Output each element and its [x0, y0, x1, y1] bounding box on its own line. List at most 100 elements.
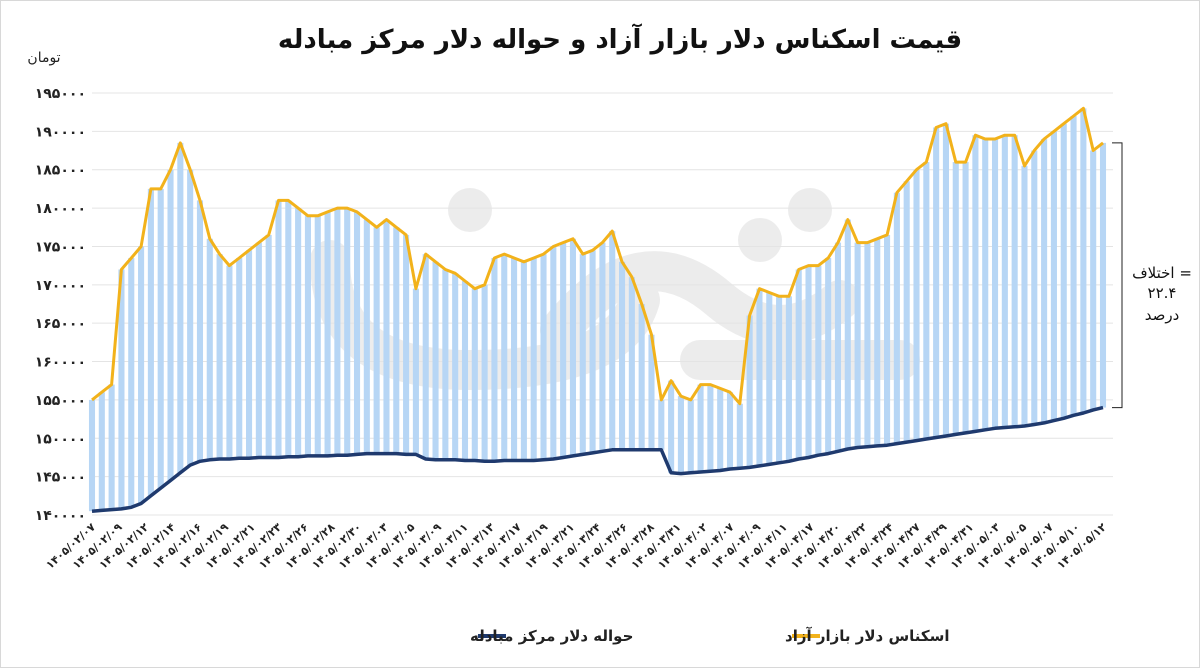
difference-bar	[363, 219, 370, 454]
difference-bar	[893, 192, 900, 444]
difference-bar	[98, 392, 105, 511]
difference-bar	[560, 242, 567, 458]
difference-bar	[511, 257, 518, 461]
difference-bar	[206, 238, 213, 460]
difference-bar	[285, 200, 292, 457]
y-axis-unit: تومان	[27, 50, 60, 66]
difference-bar	[373, 227, 380, 454]
difference-bar	[628, 277, 635, 450]
difference-bar	[491, 257, 498, 462]
difference-bar	[334, 208, 341, 456]
legend: اسکناس دلار بازار آزاد حواله دلار مرکز م…	[470, 627, 950, 645]
difference-bar	[599, 242, 606, 452]
difference-bar	[638, 304, 645, 450]
difference-bar	[255, 242, 262, 458]
difference-bar	[442, 269, 449, 460]
difference-bar	[383, 219, 390, 454]
difference-bar	[795, 269, 802, 459]
difference-bar	[668, 380, 675, 473]
difference-bar	[785, 296, 792, 462]
difference-bar	[697, 384, 704, 473]
difference-bar	[815, 265, 822, 456]
difference-label-3: درصد	[1145, 306, 1180, 324]
bars	[88, 108, 1107, 512]
difference-bar	[874, 238, 881, 446]
difference-bar	[609, 231, 616, 450]
difference-bar	[157, 188, 164, 489]
difference-bar	[913, 169, 920, 441]
difference-bar	[776, 296, 783, 463]
difference-bar	[717, 388, 724, 471]
difference-bar	[88, 399, 96, 512]
difference-bar	[501, 254, 508, 461]
difference-bar	[118, 269, 125, 509]
y-tick-label: ۱۴۰۰۰۰	[35, 508, 86, 524]
difference-bar	[540, 254, 547, 460]
difference-bar	[412, 288, 419, 455]
chart-title: قیمت اسکناس دلار بازار آزاد و حواله دلار…	[278, 23, 962, 55]
difference-bar	[314, 215, 321, 456]
difference-bar	[265, 234, 272, 458]
difference-bar	[677, 396, 684, 474]
difference-bar	[246, 250, 253, 459]
series-lines	[91, 106, 1104, 513]
difference-bar	[304, 215, 311, 456]
difference-bar	[756, 288, 763, 466]
difference-bar	[1080, 108, 1087, 413]
series-line-exchange-center	[91, 405, 1104, 513]
y-tick-label: ۱۶۰۰۰۰	[35, 355, 86, 371]
difference-bar	[707, 384, 714, 472]
difference-bar	[1060, 123, 1067, 419]
y-tick-label: ۱۴۵۰۰۰	[35, 470, 86, 486]
difference-bar	[952, 162, 959, 435]
y-tick-label: ۱۸۰۰۰۰	[35, 201, 86, 217]
difference-bar	[746, 315, 753, 468]
difference-bar	[461, 280, 469, 461]
difference-bar	[726, 392, 734, 469]
y-axis-ticks: ۱۹۵۰۰۰ ۱۹۰۰۰۰ ۱۸۵۰۰۰ ۱۸۰۰۰۰ ۱۷۵۰۰۰ ۱۷۰۰۰۰ ۱۶۵۰…	[35, 86, 86, 524]
difference-bar	[1021, 165, 1028, 426]
difference-bar	[324, 211, 331, 456]
difference-bar	[128, 257, 135, 508]
difference-bar	[825, 257, 832, 454]
y-tick-label: ۱۷۰۰۰۰	[35, 278, 86, 294]
y-tick-label: ۱۷۵۰۰۰	[35, 239, 86, 255]
difference-bar	[275, 200, 282, 458]
difference-bar	[481, 284, 488, 462]
difference-bar	[1070, 116, 1077, 416]
y-tick-label: ۱۶۵۰۰۰	[35, 316, 86, 332]
difference-bar	[687, 399, 694, 473]
difference-bar	[903, 181, 910, 443]
difference-bar	[579, 254, 586, 455]
difference-bar	[589, 250, 596, 453]
difference-bar	[422, 254, 429, 459]
difference-bar	[403, 234, 410, 455]
difference-bar	[353, 211, 361, 455]
series-line-free-market	[91, 106, 1104, 406]
difference-bar	[432, 261, 439, 460]
difference-bar	[393, 227, 400, 454]
legend-label-exchange-center: حواله دلار مرکز مبادله	[470, 627, 633, 645]
difference-bar	[1031, 150, 1038, 425]
difference-annotation: اختلاف = ۲۲.۴ درصد	[1112, 142, 1192, 409]
difference-label-1: اختلاف =	[1132, 264, 1192, 282]
difference-bracket	[1112, 142, 1123, 409]
y-tick-label: ۱۸۵۰۰۰	[35, 163, 86, 179]
difference-bar	[991, 139, 999, 429]
difference-bar	[884, 234, 891, 446]
difference-bar	[923, 162, 930, 440]
difference-bar	[648, 334, 655, 450]
difference-bar	[1041, 139, 1048, 423]
difference-bar	[736, 403, 743, 469]
difference-bar	[1001, 135, 1008, 428]
difference-bar	[471, 288, 478, 461]
difference-bar	[236, 257, 243, 459]
difference-bar	[972, 135, 979, 432]
difference-bar	[805, 265, 812, 458]
difference-bar	[216, 254, 223, 459]
difference-bar	[618, 261, 626, 450]
difference-bar	[226, 265, 233, 459]
difference-bar	[933, 127, 940, 438]
difference-bar	[942, 123, 949, 436]
